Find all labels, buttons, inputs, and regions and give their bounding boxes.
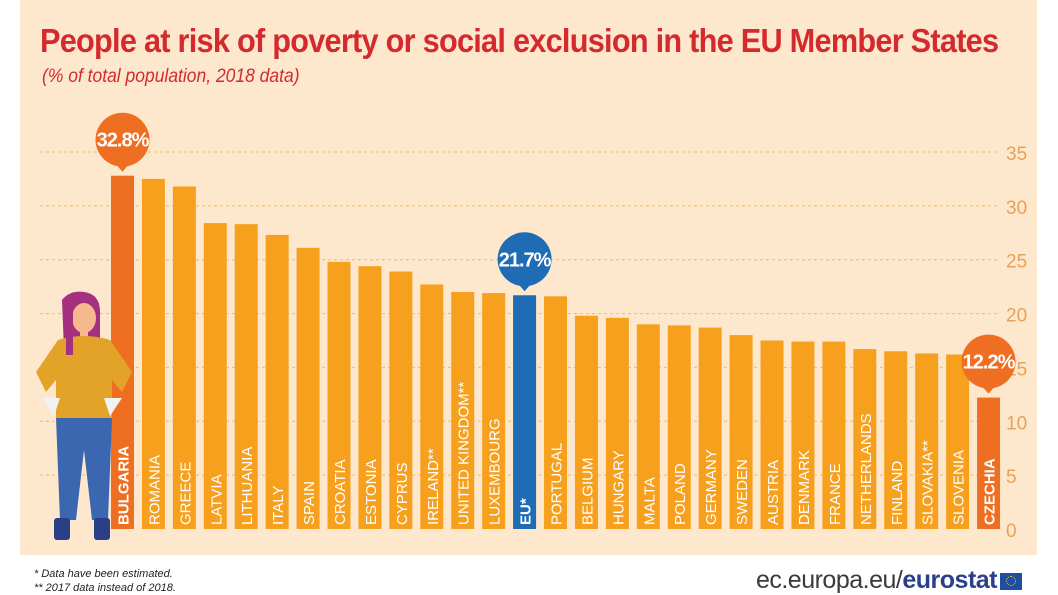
bar-austria bbox=[760, 340, 784, 529]
bar-germany bbox=[698, 327, 722, 529]
bar-luxembourg bbox=[482, 293, 506, 529]
category-label: GREECE bbox=[177, 462, 194, 525]
source-prefix: ec.europa.eu/ bbox=[755, 566, 903, 594]
category-label: ROMANIA bbox=[146, 455, 163, 525]
category-label: SWEDEN bbox=[734, 459, 751, 525]
y-tick-label: 25 bbox=[1006, 252, 1027, 273]
eu-flag-icon bbox=[1000, 572, 1022, 590]
chart-title: People at risk of poverty or social excl… bbox=[40, 22, 999, 59]
bar-belgium bbox=[574, 315, 598, 529]
category-label: FINLAND bbox=[889, 461, 906, 525]
woman-empty-pockets-illustration bbox=[36, 291, 132, 540]
bar-bulgaria bbox=[111, 175, 134, 529]
callout-bubble bbox=[961, 334, 1016, 389]
bar-croatia bbox=[327, 261, 351, 529]
y-tick-label: 10 bbox=[1006, 413, 1027, 434]
category-label: EU* bbox=[518, 498, 535, 525]
category-label: IRELAND** bbox=[425, 448, 442, 525]
category-label: CYPRUS bbox=[394, 462, 411, 525]
callout-pointer bbox=[981, 385, 996, 394]
bar-cyprus bbox=[389, 271, 413, 529]
bar-spain bbox=[296, 247, 320, 529]
bar-ireland bbox=[420, 284, 444, 529]
bar-portugal bbox=[544, 296, 568, 529]
bar-romania bbox=[141, 178, 165, 529]
bar-poland bbox=[667, 325, 691, 529]
callout-pointer bbox=[517, 283, 532, 292]
bar-finland bbox=[884, 351, 908, 529]
footnote-2017: ** 2017 data instead of 2018. bbox=[34, 582, 176, 594]
bar-malta bbox=[636, 324, 660, 529]
category-label: BELGIUM bbox=[579, 457, 596, 525]
category-label: HUNGARY bbox=[610, 450, 627, 525]
category-label: ITALY bbox=[270, 486, 287, 525]
bar-estonia bbox=[358, 266, 382, 529]
bar-france bbox=[822, 341, 846, 529]
callout-bubble bbox=[497, 232, 552, 287]
bar-hungary bbox=[605, 317, 629, 529]
callout-value: 32.8% bbox=[97, 130, 150, 152]
category-label: LATVIA bbox=[208, 474, 225, 525]
bar-slovakia bbox=[915, 353, 939, 529]
category-label: NETHERLANDS bbox=[858, 413, 875, 525]
category-label: POLAND bbox=[672, 463, 689, 525]
category-label: LUXEMBOURG bbox=[487, 418, 504, 525]
category-label: DENMARK bbox=[796, 450, 813, 525]
bar-czechia bbox=[977, 397, 1001, 529]
category-label: ESTONIA bbox=[363, 459, 380, 525]
category-label: UNITED KINGDOM** bbox=[456, 381, 473, 525]
category-label: MALTA bbox=[641, 477, 658, 525]
y-tick-label: 5 bbox=[1006, 467, 1017, 488]
category-label: BULGARIA bbox=[116, 446, 133, 525]
category-label: CROATIA bbox=[332, 459, 349, 525]
category-label: CZECHIA bbox=[982, 458, 999, 525]
bar-slovenia bbox=[946, 354, 970, 529]
bar-netherlands bbox=[853, 349, 877, 529]
category-label: PORTUGAL bbox=[549, 443, 566, 525]
bar-eu bbox=[513, 295, 537, 529]
bar-italy bbox=[265, 234, 289, 529]
footnote-estimated: * Data have been estimated. bbox=[34, 568, 173, 580]
category-label: SLOVENIA bbox=[951, 450, 968, 525]
bar-sweden bbox=[729, 335, 753, 529]
category-label: SLOVAKIA** bbox=[920, 440, 937, 525]
callout-value: 12.2% bbox=[963, 352, 1016, 374]
category-label: FRANCE bbox=[827, 463, 844, 525]
y-tick-label: 20 bbox=[1006, 306, 1027, 327]
source-brand: eurostat bbox=[902, 566, 997, 594]
bar-united-kingdom bbox=[451, 292, 475, 529]
category-label: AUSTRIA bbox=[765, 460, 782, 525]
bar-lithuania bbox=[234, 224, 258, 529]
category-label: SPAIN bbox=[301, 481, 318, 525]
bar-denmark bbox=[791, 341, 815, 529]
eurostat-logo[interactable]: ec.europa.eu/eurostat bbox=[756, 566, 1022, 595]
chart-subtitle: (% of total population, 2018 data) bbox=[42, 66, 300, 87]
callout-value: 21.7% bbox=[499, 249, 552, 271]
y-tick-label: 0 bbox=[1006, 521, 1017, 542]
bar-greece bbox=[172, 186, 196, 529]
callout-pointer bbox=[115, 163, 130, 172]
y-tick-label: 30 bbox=[1006, 198, 1027, 219]
category-label: GERMANY bbox=[703, 449, 720, 525]
category-label: LITHUANIA bbox=[239, 447, 256, 525]
y-tick-label: 35 bbox=[1006, 144, 1027, 165]
bar-latvia bbox=[203, 223, 227, 529]
callout-bubble bbox=[95, 112, 150, 167]
